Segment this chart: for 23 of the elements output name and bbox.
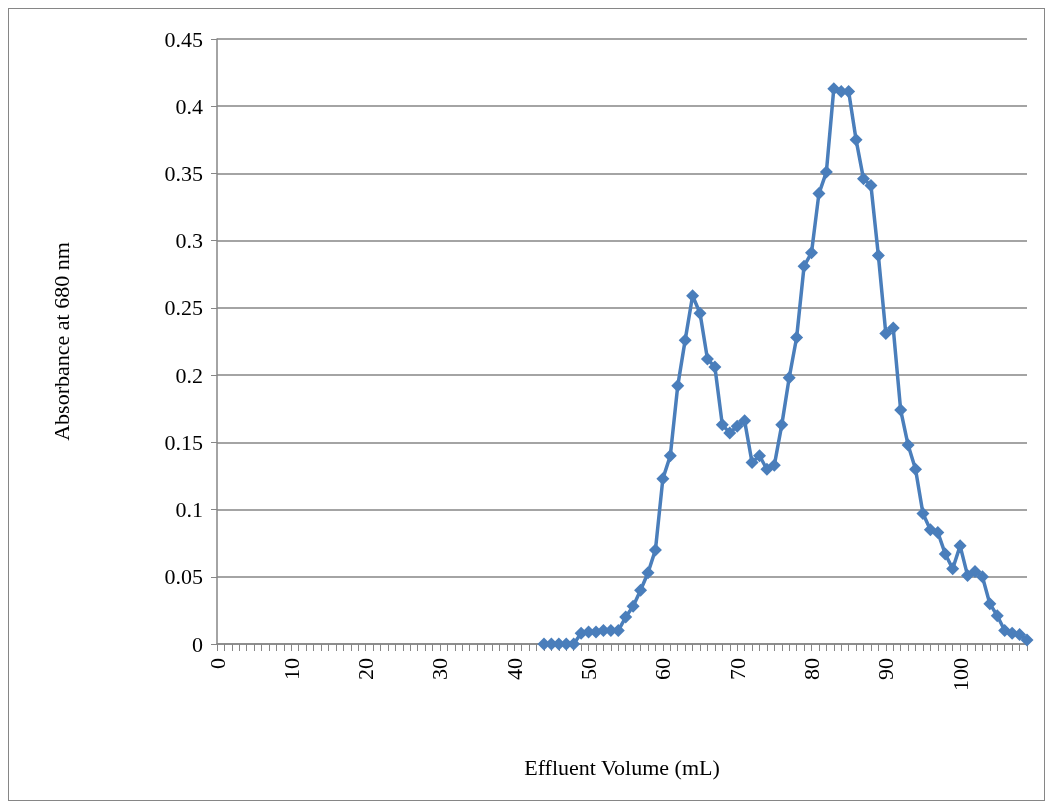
y-tick-label: 0.25: [164, 295, 203, 321]
y-tick-label: 0.4: [175, 93, 203, 119]
x-tick-label: 100: [947, 658, 973, 691]
x-tick-label: 90: [873, 658, 899, 680]
x-tick-label: 30: [427, 658, 453, 680]
y-tick-label: 0.35: [164, 160, 203, 186]
x-tick-label: 50: [576, 658, 602, 680]
x-tick-label: 40: [501, 658, 527, 680]
x-tick-label: 0: [204, 658, 230, 669]
y-tick-label: 0.3: [175, 228, 203, 254]
y-tick-label: 0.1: [175, 497, 203, 523]
y-tick-label: 0.15: [164, 429, 203, 455]
y-tick-label: 0.05: [164, 564, 203, 590]
y-tick-label: 0.2: [175, 362, 203, 388]
x-axis-title: Effluent Volume (mL): [524, 754, 720, 780]
x-tick-label: 10: [278, 658, 304, 680]
x-tick-label: 60: [650, 658, 676, 680]
x-tick-label: 70: [724, 658, 750, 680]
y-tick-label: 0: [192, 631, 203, 657]
x-tick-label: 20: [353, 658, 379, 680]
x-tick-label: 80: [799, 658, 824, 680]
y-axis-title: Absorbance at 680 nm: [48, 242, 74, 441]
y-tick-label: 0.45: [164, 26, 203, 52]
